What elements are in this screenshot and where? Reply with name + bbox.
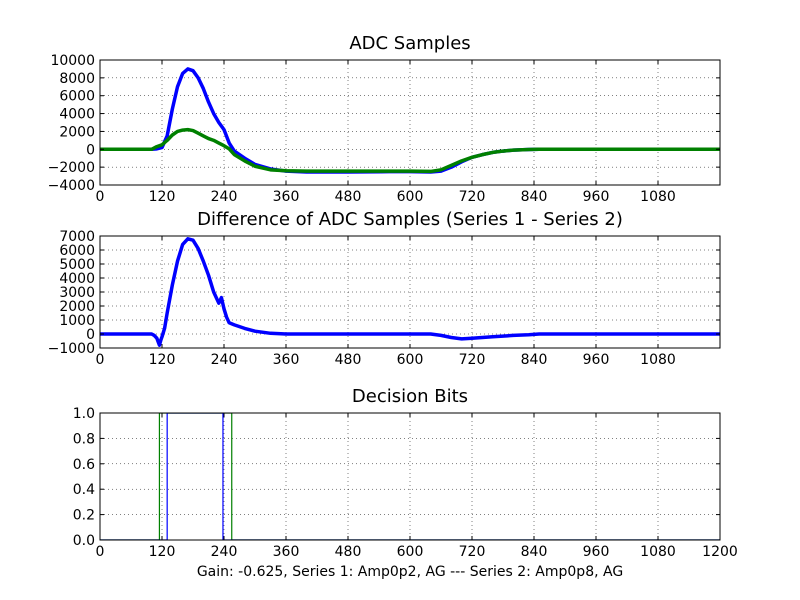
- x-tick-label: 120: [149, 352, 176, 368]
- y-tick-label: 4000: [59, 107, 95, 123]
- series-line-2: [100, 127, 720, 174]
- x-tick-label: 480: [335, 352, 362, 368]
- y-tick-label: 0.4: [73, 482, 95, 498]
- y-tick-label: 1000: [59, 313, 95, 329]
- y-tick-label: 0: [86, 327, 95, 343]
- x-tick-label: 360: [273, 189, 300, 205]
- chart-panel-3: 0 120 240 360 480 600 720 840 960 1080 1200 0.0 0.2 0…: [73, 386, 738, 560]
- x-tick-label: 0: [96, 189, 105, 205]
- y-tick-label: 0.2: [73, 508, 95, 524]
- x-tick-label: 1080: [640, 544, 676, 560]
- x-tick-label: 240: [211, 544, 238, 560]
- x-tick-label: 840: [521, 352, 548, 368]
- series-group: [100, 237, 720, 347]
- chart-panel-1: 0 120 240 360 480 600 720 840 960 1080−4000−20000…: [48, 33, 721, 205]
- x-tick-label: 240: [211, 189, 238, 205]
- x-tick-label: 0: [96, 352, 105, 368]
- x-tick-label: 1200: [702, 544, 738, 560]
- y-tick-label: 6000: [59, 243, 95, 259]
- y-tick-label: 6000: [59, 89, 95, 105]
- x-tick-label: 960: [583, 189, 610, 205]
- y-tick-label: 8000: [59, 71, 95, 87]
- x-tick-label: 1080: [640, 352, 676, 368]
- y-tick-label: 3000: [59, 285, 95, 301]
- x-tick-label: 120: [149, 544, 176, 560]
- y-tick-label: 0.8: [73, 431, 95, 447]
- y-tick-label: −4000: [48, 178, 95, 194]
- chart-title: Decision Bits: [352, 386, 468, 407]
- x-tick-label: 600: [397, 352, 424, 368]
- y-tick-label: 0.6: [73, 457, 95, 473]
- x-tick-label: 840: [521, 544, 548, 560]
- y-tick-label: 7000: [59, 229, 95, 245]
- y-tick-label: −1000: [48, 341, 95, 357]
- series-line-1: [100, 237, 720, 347]
- y-tick-label: 2000: [59, 299, 95, 315]
- x-tick-label: 0: [96, 544, 105, 560]
- x-tick-label: 720: [459, 189, 486, 205]
- y-tick-label: 1.0: [73, 406, 95, 422]
- y-tick-label: 10000: [50, 53, 95, 69]
- chart-panels: 0 120 240 360 480 600 720 840 960 1080−4000−20000…: [48, 33, 738, 560]
- y-tick-label: 0.0: [73, 533, 95, 549]
- y-tick-label: −2000: [48, 160, 95, 176]
- figure-footer: Gain: -0.625, Series 1: Amp0p2, AG --- S…: [197, 564, 623, 580]
- series-group: [100, 67, 720, 174]
- x-tick-label: 360: [273, 352, 300, 368]
- y-tick-label: 2000: [59, 124, 95, 140]
- x-tick-label: 720: [459, 544, 486, 560]
- chart-title: ADC Samples: [349, 33, 470, 54]
- chart-panel-2: 0 120 240 360 480 600 720 840 960 1080−1000010002…: [48, 209, 721, 368]
- x-tick-label: 120: [149, 189, 176, 205]
- x-tick-label: 480: [335, 544, 362, 560]
- x-tick-label: 480: [335, 189, 362, 205]
- x-tick-label: 840: [521, 189, 548, 205]
- y-tick-label: 4000: [59, 271, 95, 287]
- x-tick-label: 600: [397, 189, 424, 205]
- chart-title: Difference of ADC Samples (Series 1 - Se…: [197, 209, 623, 230]
- x-tick-label: 720: [459, 352, 486, 368]
- y-tick-label: 0: [86, 142, 95, 158]
- x-tick-label: 960: [583, 544, 610, 560]
- y-tick-label: 5000: [59, 257, 95, 273]
- x-tick-label: 600: [397, 544, 424, 560]
- x-tick-label: 360: [273, 544, 300, 560]
- x-tick-label: 240: [211, 352, 238, 368]
- x-tick-label: 1080: [640, 189, 676, 205]
- x-tick-label: 960: [583, 352, 610, 368]
